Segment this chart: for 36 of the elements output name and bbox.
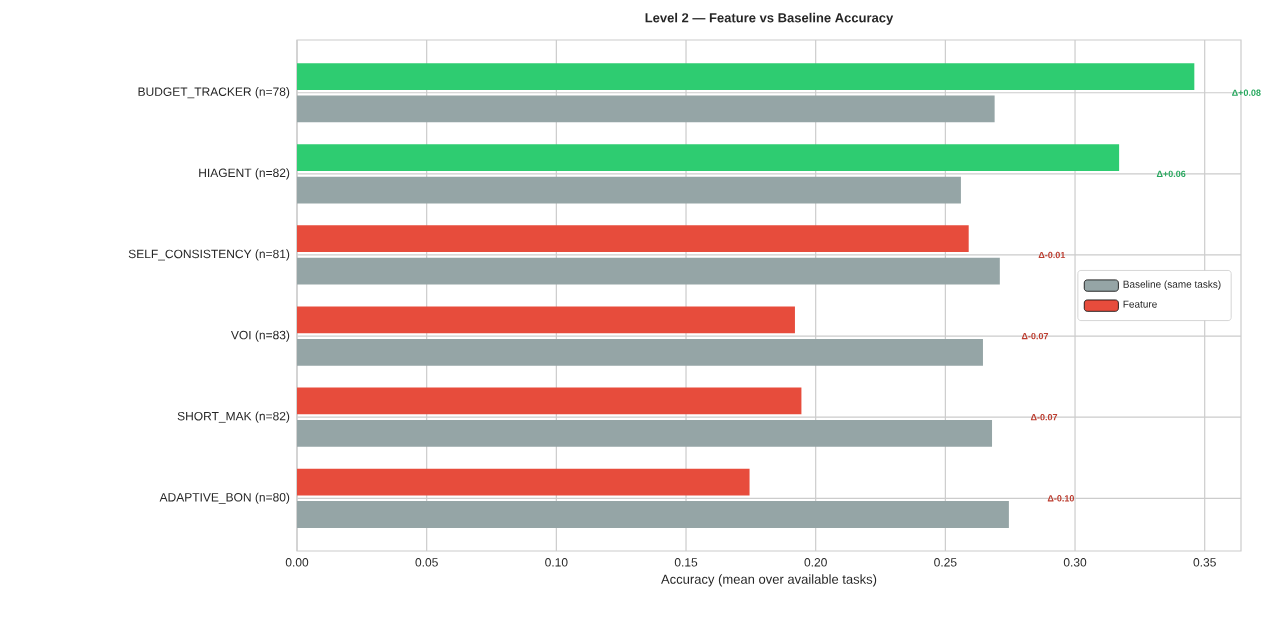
bar <box>297 176 961 204</box>
y-tick-label: HIAGENT (n=82) <box>199 168 290 180</box>
y-tick-label: ADAPTIVE_BON (n=80) <box>159 492 290 504</box>
annotation: Δ-0.07 <box>1030 414 1058 421</box>
y-tick-label: SHORT_MAK (n=82) <box>177 411 290 423</box>
bar <box>297 468 750 496</box>
bar <box>297 387 802 415</box>
y-tick-label: BUDGET_TRACKER (n=78) <box>138 87 290 99</box>
bar <box>297 420 993 447</box>
bar <box>297 338 983 366</box>
chart-title: Level 2 — Feature vs Baseline Accuracy <box>645 12 894 25</box>
bar <box>297 257 1000 285</box>
bar <box>297 225 969 253</box>
annotation: Δ+0.06 <box>1156 170 1186 178</box>
x-tick-label: 0.35 <box>1193 558 1216 567</box>
annotation: Δ-0.07 <box>1021 332 1049 340</box>
bar <box>297 144 1120 172</box>
annotation: Δ+0.08 <box>1232 89 1261 96</box>
x-tick-label: 0.10 <box>545 558 568 567</box>
bar <box>297 63 1195 90</box>
x-axis-title: Accuracy (mean over available tasks) <box>661 574 877 587</box>
annotation: Δ-0.10 <box>1047 495 1075 502</box>
bar <box>297 306 795 334</box>
annotation: Δ-0.01 <box>1038 251 1066 259</box>
x-tick-label: 0.25 <box>934 558 957 567</box>
legend-label: Feature <box>1123 300 1157 308</box>
x-tick-label: 0.30 <box>1063 558 1087 567</box>
y-tick-label: SELF_CONSISTENCY (n=81) <box>128 249 290 261</box>
x-tick-label: 0.15 <box>674 558 698 567</box>
y-tick-label: VOI (n=83) <box>230 330 290 342</box>
x-tick-label: 0.05 <box>415 558 438 567</box>
x-tick-label: 0.00 <box>285 558 309 567</box>
bar <box>297 95 995 123</box>
x-tick-label: 0.20 <box>804 558 827 567</box>
bar <box>297 501 1009 528</box>
legend-label: Baseline (same tasks) <box>1123 280 1221 290</box>
